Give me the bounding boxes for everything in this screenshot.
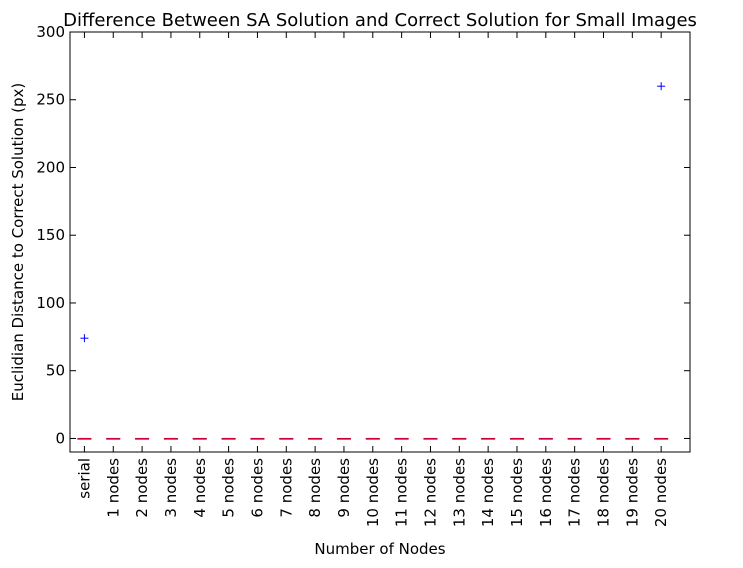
plot-area-frame [69, 31, 691, 453]
x-tick-label: 9 nodes [335, 458, 353, 518]
x-tick-label: serial [75, 458, 93, 499]
x-tick-label: 6 nodes [248, 458, 266, 518]
y-tick-label: 300 [36, 23, 65, 41]
x-tick-label: 2 nodes [133, 458, 151, 518]
x-tick-label: 1 nodes [104, 458, 122, 518]
x-tick-label: 15 nodes [508, 458, 526, 527]
x-axis-ticks: serial 1 nodes 2 nodes 3 nodes 4 nodes 5 node… [75, 32, 670, 527]
x-tick-label: 16 nodes [537, 458, 555, 527]
y-axis-label: Euclidian Distance to Correct Solution (… [9, 83, 27, 401]
x-tick-label: 5 nodes [220, 458, 238, 518]
x-tick-label: 12 nodes [421, 458, 439, 527]
x-tick-label: 14 nodes [479, 458, 497, 527]
x-tick-label: 17 nodes [566, 458, 584, 527]
x-tick-label: 10 nodes [364, 458, 382, 527]
y-axis-ticks: 0 50 100 150 200 250 300 [36, 23, 690, 447]
x-tick-label: 3 nodes [162, 458, 180, 518]
outlier-markers [80, 82, 666, 343]
chart-title: Difference Between SA Solution and Corre… [63, 10, 697, 31]
y-tick-label: 150 [36, 226, 65, 244]
x-tick-label: 19 nodes [623, 458, 641, 527]
x-tick-label: 11 nodes [393, 458, 411, 527]
y-tick-label: 200 [36, 158, 65, 176]
outlier-point [657, 82, 666, 91]
x-tick-label: 7 nodes [277, 458, 295, 518]
x-axis-label: Number of Nodes [314, 540, 445, 558]
x-tick-label: 18 nodes [594, 458, 612, 527]
y-tick-label: 100 [36, 294, 65, 312]
y-tick-label: 0 [55, 429, 65, 447]
x-tick-label: 13 nodes [450, 458, 468, 527]
x-tick-label: 20 nodes [652, 458, 670, 527]
y-tick-label: 50 [46, 362, 65, 380]
y-tick-label: 250 [36, 91, 65, 109]
x-tick-label: 8 nodes [306, 458, 324, 518]
x-tick-label: 4 nodes [191, 458, 209, 518]
box-series [77, 437, 669, 440]
outlier-point [80, 334, 89, 343]
